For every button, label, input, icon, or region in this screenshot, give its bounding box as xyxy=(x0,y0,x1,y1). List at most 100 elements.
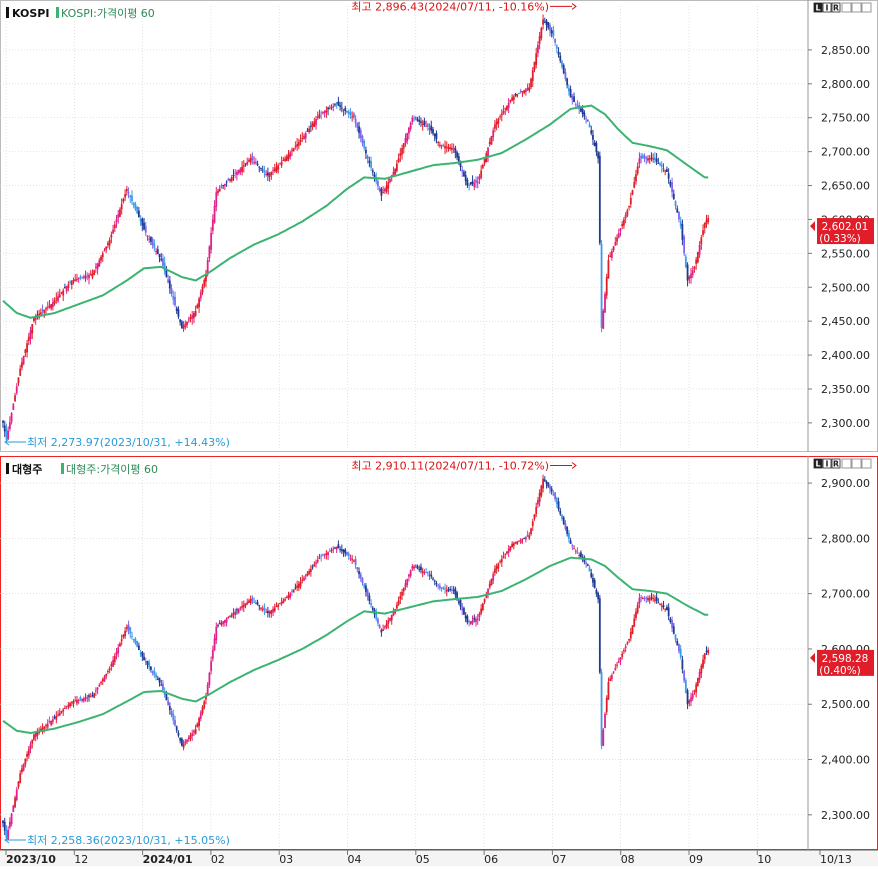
candle-body xyxy=(268,173,271,177)
candles xyxy=(2,14,710,442)
candle-body xyxy=(464,615,467,619)
y-tick-label: 2,500.00 xyxy=(821,698,870,711)
candle-body xyxy=(222,185,225,187)
candle-body xyxy=(672,626,675,634)
candle-body xyxy=(464,175,467,181)
candle-body xyxy=(303,577,305,581)
candle-body xyxy=(571,95,574,100)
y-tick-label: 2,400.00 xyxy=(821,349,870,362)
candle-body xyxy=(380,629,383,633)
candle-body xyxy=(535,507,538,515)
candle-body xyxy=(392,171,395,176)
candle-body xyxy=(196,304,199,309)
candle-body xyxy=(77,699,80,702)
candle-body xyxy=(616,664,618,666)
candle-body xyxy=(260,167,262,169)
candle-body xyxy=(616,237,618,242)
candle-body xyxy=(322,112,324,114)
candle-body xyxy=(258,166,261,168)
panel-control-minimize-icon xyxy=(841,458,852,469)
candle-body xyxy=(36,314,39,316)
candle-body xyxy=(48,720,51,723)
candle-body xyxy=(418,568,421,570)
candle-body xyxy=(602,729,605,746)
candle-body xyxy=(203,701,206,708)
candle-body xyxy=(552,493,555,495)
candle-body xyxy=(53,717,56,719)
candle-body xyxy=(14,797,16,808)
candle-body xyxy=(70,280,73,285)
candle-body xyxy=(356,567,359,570)
candle-body xyxy=(339,548,342,550)
candle-body xyxy=(241,606,243,608)
candles xyxy=(2,474,710,841)
candle-body xyxy=(684,256,687,267)
candle-body xyxy=(335,546,338,550)
candle-body xyxy=(617,233,620,238)
candle-body xyxy=(335,102,338,105)
candle-body xyxy=(698,671,701,681)
candle-body xyxy=(296,144,299,147)
candle-body xyxy=(535,53,538,65)
panel-icon-box xyxy=(813,458,823,469)
candle-body xyxy=(499,116,501,118)
candle-body xyxy=(640,597,643,599)
panel-icon-label: I xyxy=(826,460,829,469)
candle-body xyxy=(136,640,139,647)
candle-body xyxy=(628,205,630,208)
candle-body xyxy=(299,140,302,143)
candle-body xyxy=(65,286,68,292)
last-price-box xyxy=(817,218,874,245)
candle-body xyxy=(320,112,323,114)
candle-body xyxy=(598,155,601,244)
candle-body xyxy=(206,260,209,275)
candle-body xyxy=(385,623,388,628)
y-tick-label: 2,400.00 xyxy=(821,754,870,767)
candle-body xyxy=(98,260,101,267)
candle-body xyxy=(201,707,204,714)
legend: KOSPI KOSPI:가격이평 60 xyxy=(6,7,155,20)
candle-body xyxy=(53,300,56,304)
candle-body xyxy=(566,78,569,86)
panel-control-maximize-icon xyxy=(851,2,862,13)
candle-body xyxy=(86,697,89,699)
candle-body xyxy=(559,510,562,515)
candle-body xyxy=(29,330,32,340)
candle-body xyxy=(77,278,80,280)
candle-body xyxy=(595,142,598,153)
candle-body xyxy=(674,634,677,640)
candle-body xyxy=(7,829,10,840)
candle-body xyxy=(318,557,321,559)
candle-body xyxy=(198,718,200,727)
candle-body xyxy=(43,309,46,313)
candle-body xyxy=(597,592,600,600)
y-tick-label: 2,300.00 xyxy=(821,809,870,822)
candle-body xyxy=(297,583,300,589)
candle-body xyxy=(60,711,63,713)
candle-body xyxy=(184,741,187,744)
candle-body xyxy=(103,676,106,682)
candle-body xyxy=(198,298,200,308)
candle-body xyxy=(690,697,692,702)
candle-body xyxy=(366,589,369,597)
panel-control-close-icon xyxy=(861,2,872,13)
candle-body xyxy=(289,593,292,598)
date-tick-label: 04 xyxy=(348,853,362,866)
candle-body xyxy=(365,585,367,592)
candle-body xyxy=(669,182,672,186)
candle-body xyxy=(174,296,176,306)
candle-body xyxy=(543,21,546,23)
candle-body xyxy=(261,169,264,171)
candle-body xyxy=(174,720,176,726)
candle-body xyxy=(490,578,493,586)
candle-body xyxy=(91,695,94,697)
candle-body xyxy=(119,643,121,647)
candle-body xyxy=(604,294,606,313)
candle-body xyxy=(248,160,250,162)
candle-body xyxy=(179,319,182,323)
candle-body xyxy=(413,566,415,569)
candle-body xyxy=(55,715,58,720)
panel-icon-label: L xyxy=(815,4,820,13)
candle-body xyxy=(239,168,242,173)
